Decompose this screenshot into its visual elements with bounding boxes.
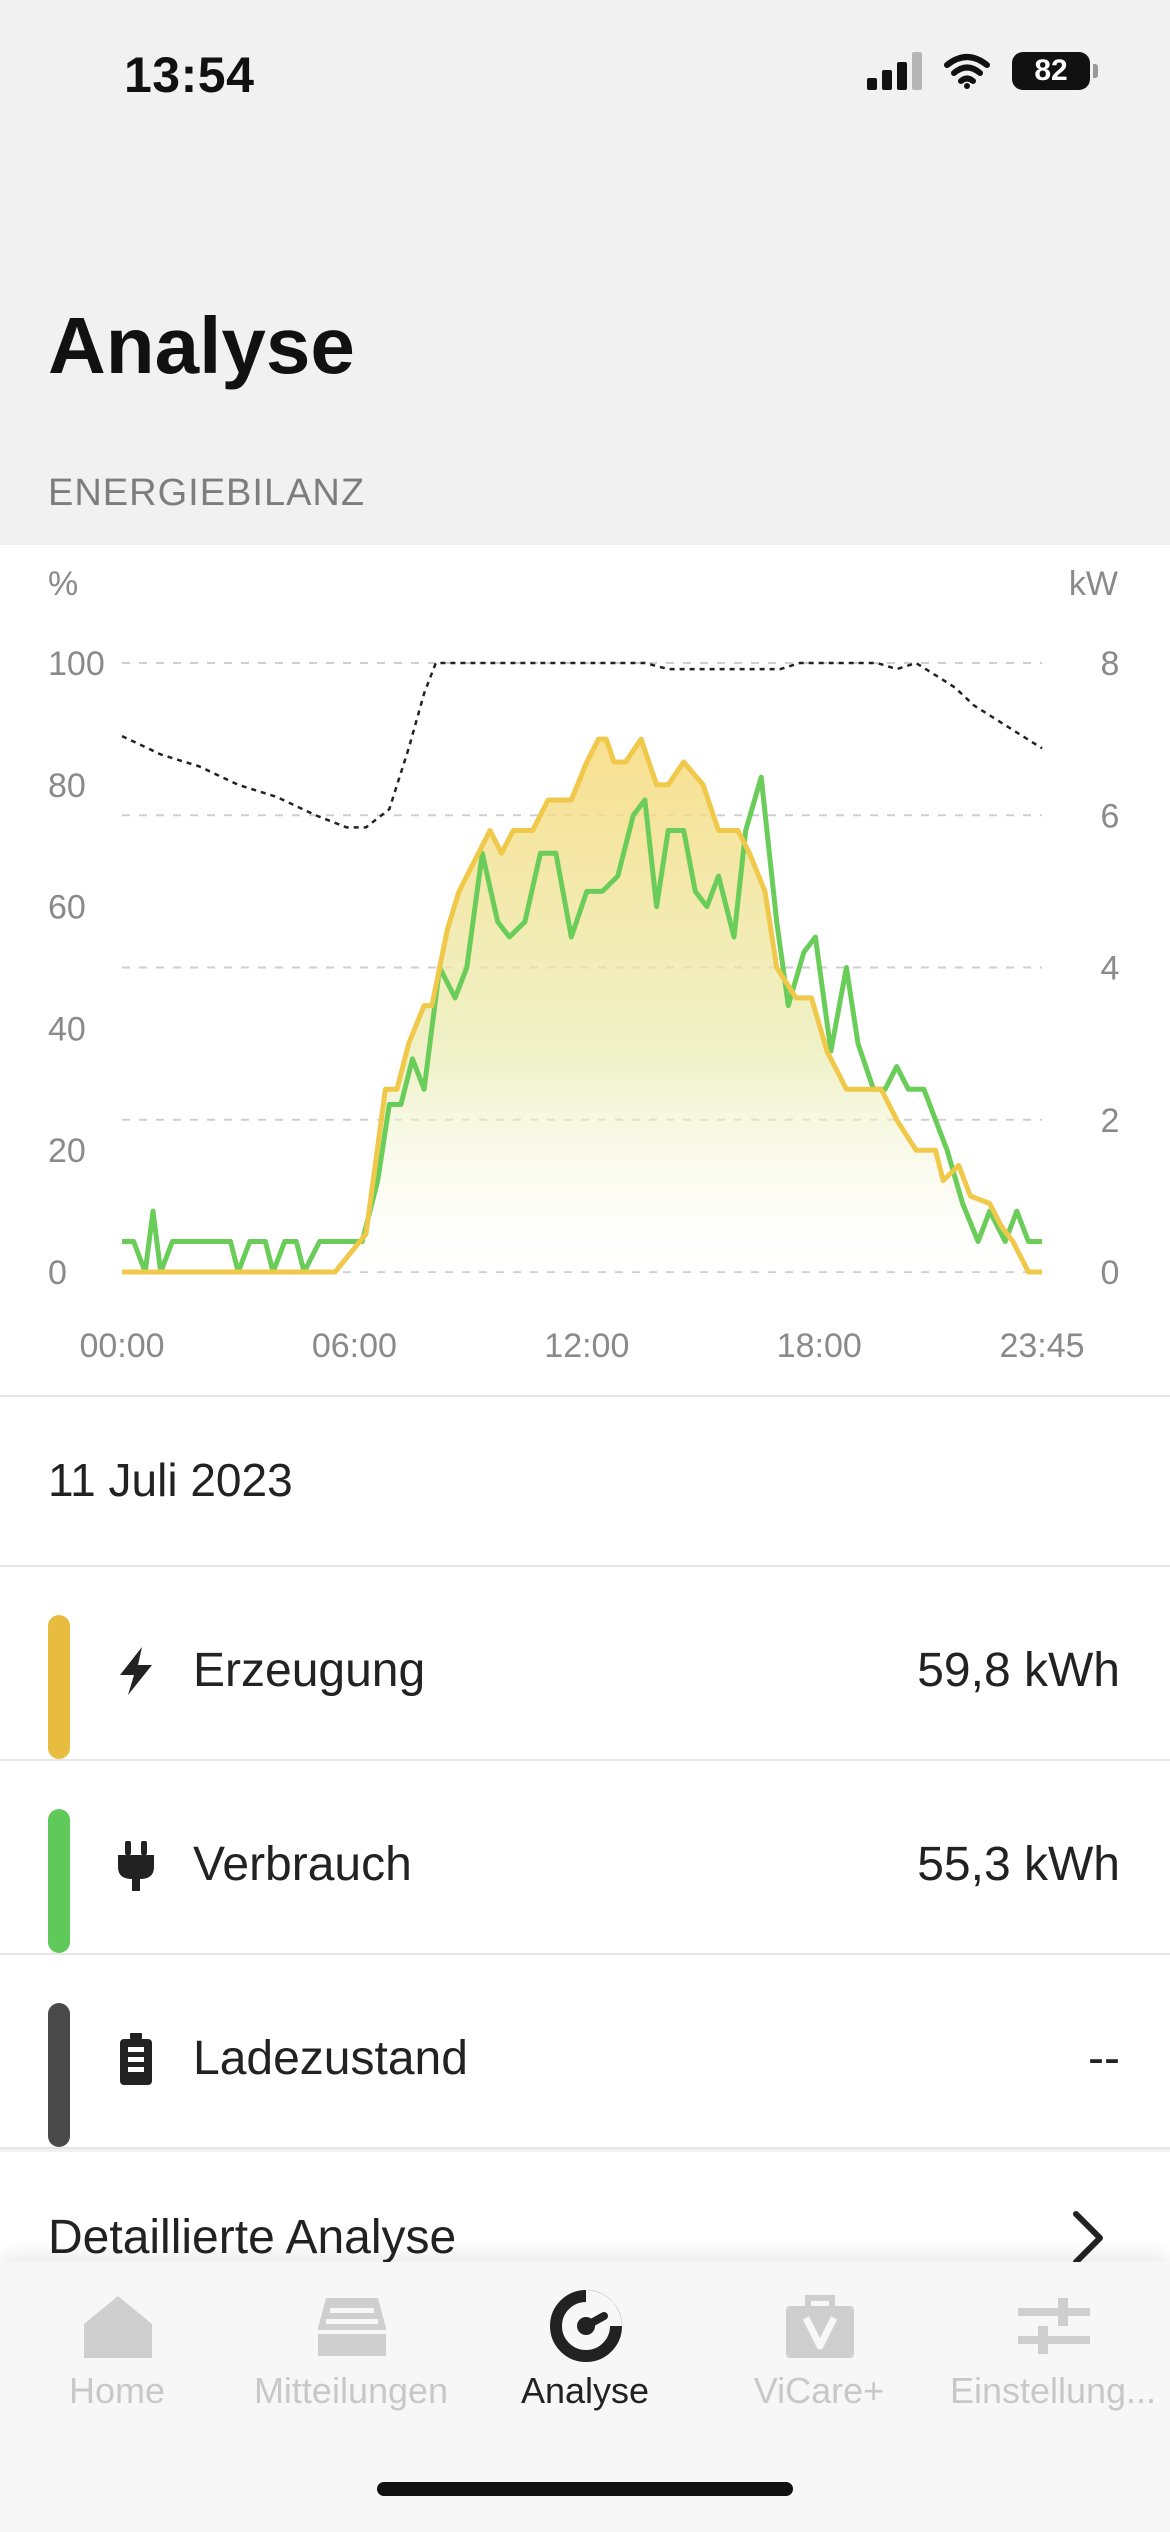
x-axis-tick: 23:45 (999, 1327, 1084, 1365)
chevron-right-icon (1073, 2211, 1103, 2265)
energy-balance-chart[interactable]: 8 6 4 2 0 100 80 60 40 20 0% kW 00:00 06:00 12:00 18:00… (0, 545, 1170, 1397)
legend-value: -- (1088, 2032, 1120, 2085)
home-indicator (377, 2482, 793, 2496)
tab-analyse[interactable]: Analyse (468, 2262, 702, 2442)
tab-label: ViCare+ (753, 2370, 885, 2411)
tab-label: Mitteilungen (253, 2370, 449, 2411)
legend-value: 59,8 kWh (917, 1644, 1120, 1697)
x-axis-tick: 18:00 (777, 1327, 862, 1365)
battery-indicator: 82 (1012, 52, 1098, 90)
page-title: Analyse (48, 301, 355, 390)
legend-color-bar (48, 1615, 70, 1759)
right-axis-tick: 0 (1101, 1254, 1120, 1292)
series-line-erzeugung (122, 736, 1042, 1275)
tab-home[interactable]: Home (0, 2262, 234, 2442)
legend-row-erzeugung[interactable]: Erzeugung 59,8 kWh (0, 1567, 1170, 1761)
tab-label: Home (68, 2370, 166, 2411)
tab-label: Analyse (520, 2370, 650, 2411)
legend-color-bar (48, 1809, 70, 1953)
tab-vicare-plus[interactable]: ViCare+ (702, 2262, 936, 2442)
legend-value: 55,3 kWh (917, 1838, 1120, 1891)
home-icon (84, 2296, 152, 2358)
status-bar: 13:54 82 (0, 0, 1170, 150)
selected-date: 11 Juli 2023 (48, 1454, 293, 1506)
signal-icon (867, 52, 922, 90)
battery-level: 82 (1034, 54, 1068, 87)
section-label: ENERGIEBILANZ (48, 472, 366, 514)
tab-einstellungen[interactable]: Einstellung... (936, 2262, 1170, 2442)
legend-row-ladezustand[interactable]: Ladezustand -- (0, 1955, 1170, 2149)
tab-label: Einstellung... (949, 2370, 1157, 2411)
status-time: 13:54 (124, 47, 255, 103)
legend-label: Ladezustand (193, 2032, 468, 2085)
left-axis-unit: % (48, 565, 78, 603)
analyse-icon (550, 2290, 622, 2362)
legend-label: Verbrauch (193, 1838, 412, 1891)
lightning-icon (120, 1647, 152, 1695)
right-axis-unit: kW (1069, 565, 1118, 603)
status-icons: 82 (867, 52, 1098, 90)
series-line-verbrauch (122, 774, 1042, 1275)
right-axis-tick: 8 (1101, 645, 1120, 683)
battery-icon (120, 2033, 152, 2085)
bag-icon (786, 2295, 854, 2358)
wifi-icon (944, 54, 990, 89)
right-axis-tick: 2 (1101, 1102, 1120, 1140)
left-axis-tick: 0 (48, 1254, 67, 1292)
detailed-analysis-link[interactable]: Detaillierte Analyse (0, 2152, 1170, 2265)
detailed-analysis-label: Detaillierte Analyse (48, 2211, 457, 2264)
x-axis-tick: 12:00 (544, 1327, 629, 1365)
left-axis-tick: 20 (48, 1132, 86, 1170)
right-axis-tick: 4 (1101, 950, 1120, 988)
sliders-icon (1018, 2298, 1090, 2354)
right-axis-tick: 6 (1101, 797, 1120, 835)
legend-row-verbrauch[interactable]: Verbrauch 55,3 kWh (0, 1761, 1170, 1955)
left-axis-tick: 60 (48, 889, 86, 927)
date-row[interactable]: 11 Juli 2023 (0, 1397, 1170, 1567)
series-area-erzeugung (122, 739, 1042, 1272)
legend-label: Erzeugung (193, 1644, 426, 1697)
legend-color-bar (48, 2003, 70, 2147)
tab-mitteilungen[interactable]: Mitteilungen (234, 2262, 468, 2442)
series-line-ladezustand (121, 661, 1043, 829)
left-axis-tick: 80 (48, 767, 86, 805)
plug-icon (118, 1841, 154, 1891)
left-axis-tick: 100 (48, 645, 105, 683)
inbox-icon (318, 2298, 386, 2356)
x-axis-tick: 00:00 (79, 1327, 164, 1365)
left-axis-tick: 40 (48, 1010, 86, 1048)
x-axis-tick: 06:00 (312, 1327, 397, 1365)
